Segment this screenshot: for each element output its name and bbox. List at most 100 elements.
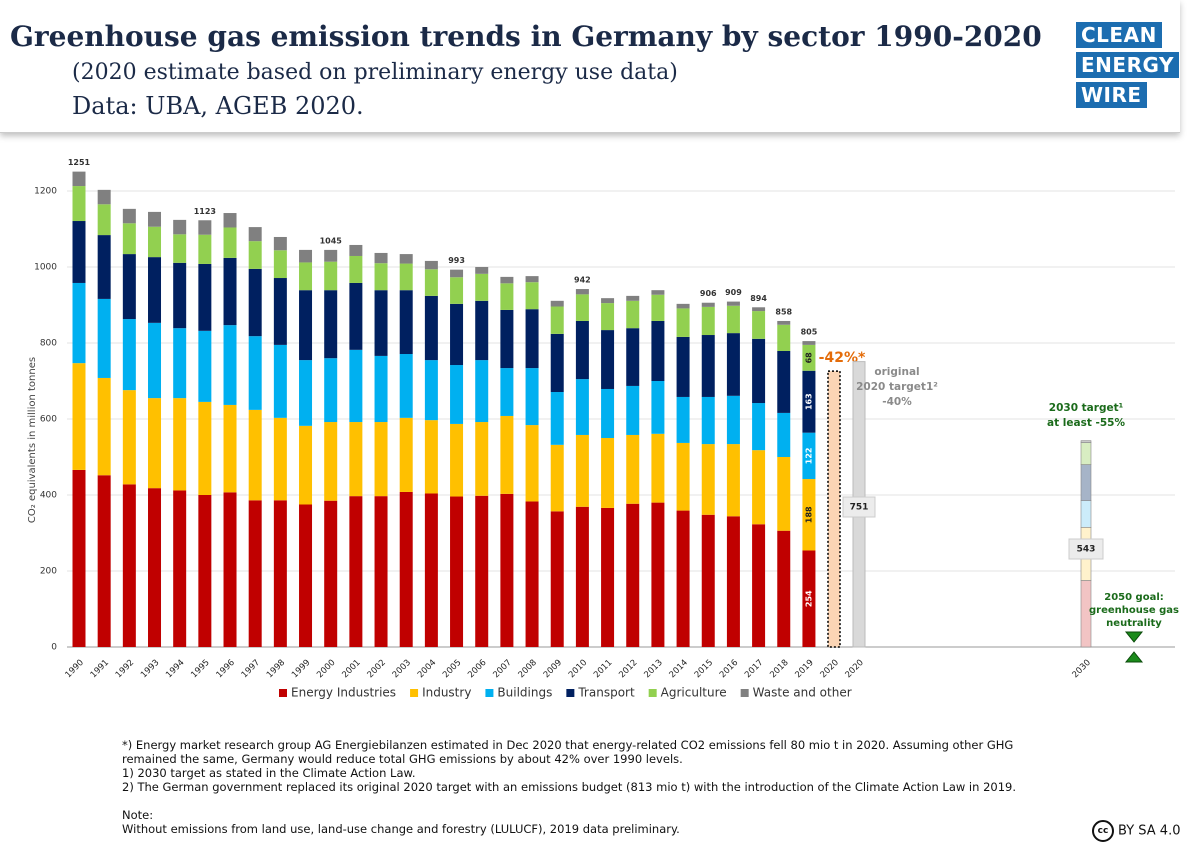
x-tick-label: 2013 bbox=[642, 658, 664, 680]
x-tick-label: 2015 bbox=[693, 658, 715, 680]
segment-label: 254 bbox=[804, 590, 813, 607]
bar-segment bbox=[72, 282, 86, 364]
bar-segment bbox=[726, 305, 740, 334]
total-label: 805 bbox=[801, 328, 818, 337]
bar-segment bbox=[701, 514, 715, 647]
bar-segment bbox=[72, 171, 86, 187]
target-value: 751 bbox=[850, 503, 869, 513]
bar-segment bbox=[777, 320, 791, 325]
y-tick-label: 400 bbox=[40, 491, 57, 501]
bar-segment bbox=[72, 221, 86, 283]
bar-segment bbox=[752, 524, 766, 647]
legend-label: Agriculture bbox=[661, 686, 727, 700]
title: Greenhouse gas emission trends in German… bbox=[10, 20, 1042, 53]
bar-segment bbox=[626, 300, 640, 329]
total-label: 909 bbox=[725, 288, 742, 297]
bar-segment bbox=[550, 333, 564, 393]
bar-segment bbox=[148, 398, 162, 489]
bar-segment bbox=[324, 261, 338, 291]
bar-segment bbox=[173, 219, 187, 235]
x-tick-label: 1997 bbox=[240, 658, 262, 680]
bar-segment bbox=[500, 493, 514, 647]
bar-segment bbox=[450, 423, 464, 497]
bar-segment bbox=[475, 360, 489, 423]
bar-segment bbox=[299, 360, 313, 426]
bar-segment bbox=[424, 269, 438, 296]
bar-segment bbox=[802, 432, 816, 480]
bar-segment bbox=[726, 444, 740, 517]
bar-segment bbox=[550, 300, 564, 307]
bar-segment bbox=[198, 220, 212, 235]
x-tick-label: 2020 bbox=[819, 658, 841, 680]
bar-segment bbox=[550, 511, 564, 647]
bar-segment bbox=[148, 488, 162, 647]
target-segment bbox=[1080, 500, 1092, 528]
bar-segment bbox=[399, 263, 413, 291]
bar-segment bbox=[424, 493, 438, 647]
bar-segment bbox=[676, 336, 690, 397]
bar-segment bbox=[701, 335, 715, 397]
bar-segment bbox=[450, 365, 464, 424]
bar-segment bbox=[248, 227, 262, 242]
bar-segment bbox=[72, 186, 86, 222]
bar-segment bbox=[97, 235, 111, 299]
legend-label: Energy Industries bbox=[291, 686, 396, 700]
cc-icon: cc bbox=[1092, 820, 1114, 842]
total-label: 993 bbox=[448, 256, 465, 265]
bar-segment bbox=[273, 278, 287, 345]
legend-swatch bbox=[410, 689, 419, 697]
bar-segment bbox=[550, 444, 564, 512]
bar-segment bbox=[500, 276, 514, 284]
x-tick-label: 2008 bbox=[517, 658, 539, 680]
bar-segment bbox=[525, 276, 539, 283]
bar-segment bbox=[299, 290, 313, 361]
bar-segment bbox=[601, 330, 615, 389]
bar-segment bbox=[651, 320, 665, 381]
bar-segment bbox=[802, 370, 816, 433]
legend-swatch bbox=[648, 689, 657, 697]
bar-segment bbox=[676, 308, 690, 337]
bar-segment bbox=[299, 504, 313, 647]
x-tick-label: 2012 bbox=[617, 658, 639, 680]
bar-segment bbox=[500, 283, 514, 310]
bar-segment bbox=[349, 496, 363, 647]
bar-segment bbox=[122, 254, 136, 320]
x-tick-label: 1994 bbox=[164, 658, 186, 680]
target-segment bbox=[1080, 440, 1092, 443]
bar-segment bbox=[575, 506, 589, 647]
bar-segment bbox=[550, 306, 564, 334]
bar-segment bbox=[525, 309, 539, 369]
bar-segment bbox=[97, 189, 111, 205]
bar-segment bbox=[299, 249, 313, 263]
bar-segment bbox=[374, 252, 388, 264]
bar-segment bbox=[424, 420, 438, 494]
logo: WIRE bbox=[1076, 82, 1147, 108]
bar-segment bbox=[701, 396, 715, 445]
footnote: 1) 2030 target as stated in the Climate … bbox=[122, 766, 416, 780]
bar-segment bbox=[324, 422, 338, 501]
bar-segment bbox=[273, 344, 287, 418]
value-box bbox=[1068, 538, 1104, 560]
bar-segment bbox=[701, 302, 715, 307]
bar-segment bbox=[248, 268, 262, 337]
y-tick-label: 600 bbox=[40, 415, 57, 425]
bar-segment bbox=[324, 500, 338, 647]
bar-segment bbox=[701, 306, 715, 336]
bar-segment bbox=[500, 309, 514, 369]
footnotes: *) Energy market research group AG Energ… bbox=[122, 738, 1042, 836]
x-tick-label: 2018 bbox=[768, 658, 790, 680]
logo: ENERGY bbox=[1076, 52, 1179, 78]
bar-segment bbox=[575, 434, 589, 507]
x-tick-label: 1993 bbox=[139, 658, 161, 680]
bar-segment bbox=[198, 401, 212, 495]
target-total: 543 bbox=[1077, 545, 1096, 555]
bar-segment bbox=[148, 257, 162, 323]
bar-segment bbox=[525, 425, 539, 502]
bar-segment bbox=[701, 444, 715, 515]
segment-label: 163 bbox=[804, 393, 813, 410]
bar-segment bbox=[273, 250, 287, 279]
bar-segment bbox=[651, 433, 665, 503]
bar-segment bbox=[601, 507, 615, 647]
bar-segment bbox=[752, 307, 766, 312]
bar-segment bbox=[273, 417, 287, 501]
